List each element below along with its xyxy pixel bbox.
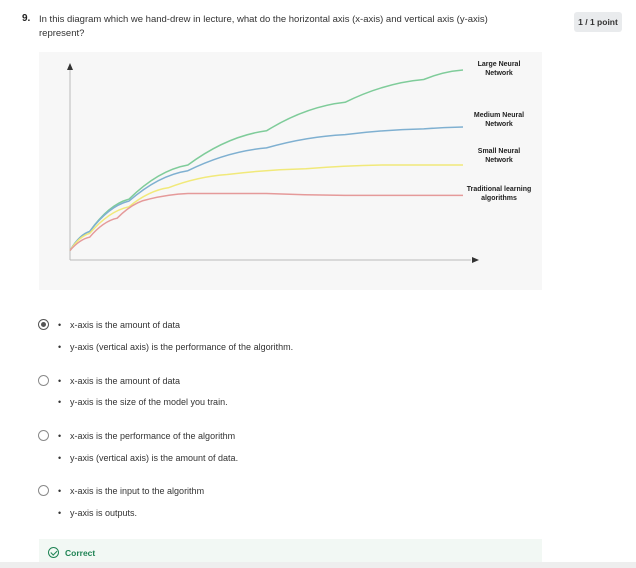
radio-option-4[interactable] [38, 485, 49, 496]
feedback-status: Correct [65, 548, 96, 558]
series-line-traditional [69, 192, 463, 251]
x-axis-arrow-icon [472, 257, 479, 263]
bullet-icon: • [58, 431, 62, 441]
check-circle-icon [48, 547, 59, 558]
y-axis-arrow-icon [67, 63, 73, 70]
series-label-medium: Medium Neural Network [473, 112, 525, 128]
option-4-line-1: x-axis is the input to the algorithm [70, 486, 205, 496]
option-4-line-2: y-axis is outputs. [70, 508, 138, 518]
series-label-small: Small Neural Network [477, 148, 521, 164]
option-3-line-1: x-axis is the performance of the algorit… [70, 431, 236, 441]
performance-diagram: Large Neural Network Medium Neural Netwo… [39, 52, 542, 290]
chart-svg [67, 63, 479, 263]
points-badge: 1 / 1 point [574, 12, 622, 32]
bullet-icon: • [58, 376, 62, 386]
option-3-line-2: y-axis (vertical axis) is the amount of … [70, 453, 239, 463]
series-label-traditional: Traditional learning algorithms [466, 186, 532, 202]
option-2-line-2: y-axis is the size of the model you trai… [70, 397, 228, 407]
series-line-medium [69, 126, 464, 251]
question-number: 9. [22, 13, 31, 24]
option-1-line-2: y-axis (vertical axis) is the performanc… [70, 342, 294, 352]
bullet-icon: • [58, 397, 62, 407]
question-text: In this diagram which we hand-drew in le… [39, 14, 488, 39]
radio-option-1[interactable] [38, 319, 49, 330]
bullet-icon: • [58, 453, 62, 463]
bullet-icon: • [58, 486, 62, 496]
radio-option-2[interactable] [38, 375, 49, 386]
option-2-line-1: x-axis is the amount of data [70, 376, 181, 386]
bullet-icon: • [58, 342, 62, 352]
option-1-line-1: x-axis is the amount of data [70, 320, 181, 330]
bullet-icon: • [58, 508, 62, 518]
series-label-large: Large Neural Network [477, 61, 521, 77]
series-line-large [69, 69, 464, 251]
bullet-icon: • [58, 320, 62, 330]
series-line-small [69, 164, 463, 251]
bottom-bar [0, 562, 636, 568]
radio-option-3[interactable] [38, 430, 49, 441]
